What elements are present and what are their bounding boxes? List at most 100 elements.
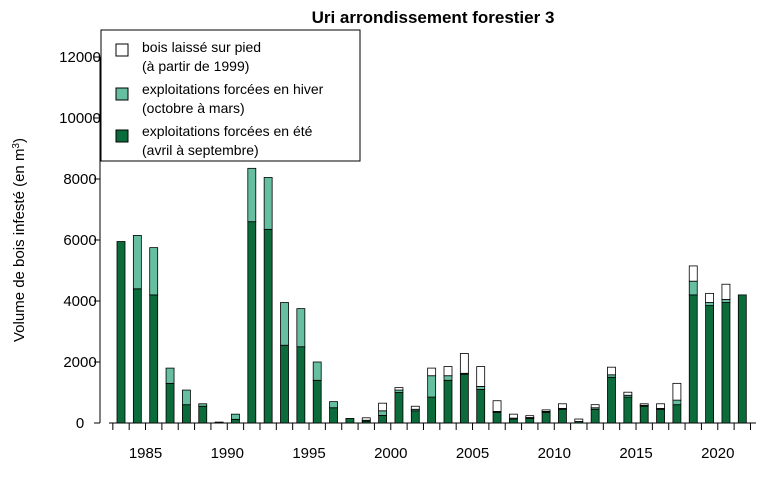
legend-swatch-hiver: [115, 87, 129, 101]
bar-ete-2017: [656, 408, 665, 424]
bar-sur_pied-2016: [639, 403, 649, 406]
legend-swatch-ete: [115, 129, 129, 143]
bar-ete-2006: [476, 389, 486, 424]
bar-sur_pied-2000: [378, 402, 388, 412]
x-tick-label: 2010: [538, 445, 571, 462]
bar-sur_pied-2021: [721, 283, 731, 300]
y-tick-label: 6000: [63, 232, 96, 249]
bar-ete-2013: [590, 408, 600, 424]
bar-ete-1998: [345, 418, 355, 424]
y-tick-label: 8000: [63, 171, 96, 188]
bar-hiver-1997: [329, 401, 338, 409]
y-axis-label-close: ): [11, 138, 28, 143]
bar-ete-2003: [427, 396, 437, 424]
bar-ete-2005: [459, 373, 469, 424]
bar-ete-2007: [492, 411, 502, 424]
bar-hiver-1991: [231, 413, 240, 420]
bar-hiver-1989: [198, 403, 208, 407]
y-tick-label: 12000: [59, 49, 101, 66]
bar-sur_pied-2005: [459, 353, 469, 374]
bar-hiver-2004: [443, 375, 453, 381]
bar-ete-2009: [525, 418, 535, 424]
legend-label-sur-pied: bois laissé sur pied: [142, 39, 261, 55]
legend-swatch-sur-pied: [115, 43, 129, 57]
bar-ete-1996: [312, 379, 322, 424]
bar-sur_pied-2014: [607, 366, 616, 376]
x-tick-label: 2015: [619, 445, 652, 462]
bar-hiver-1987: [165, 367, 175, 384]
bar-sur_pied-2004: [443, 366, 453, 377]
y-tick-label: 4000: [63, 293, 96, 310]
bar-hiver-2020: [705, 302, 714, 306]
bar-hiver-1986: [149, 247, 159, 296]
bar-ete-2001: [394, 392, 404, 424]
legend: bois laissé sur pied (à partir de 1999) …: [100, 29, 361, 162]
y-axis: 0 2000 4000 6000 8000 10000 12000: [59, 49, 101, 432]
x-tick-label: 1995: [292, 445, 325, 462]
bar-ete-2022: [737, 294, 747, 424]
legend-label-ete-2: (avril à septembre): [142, 142, 259, 158]
bar-ete-1997: [329, 407, 338, 424]
bar-ete-1990: [214, 421, 224, 424]
bar-ete-1989: [198, 405, 208, 424]
y-axis-label: Volume de bois infesté (en m3): [11, 138, 29, 342]
bar-ete-2019: [688, 294, 698, 424]
bar-sur_pied-2003: [427, 367, 437, 377]
bar-hiver-1992: [247, 167, 257, 223]
y-tick-label: 10000: [59, 110, 101, 127]
x-tick-label: 2000: [374, 445, 407, 462]
bar-hiver-2019: [688, 280, 698, 296]
bar-hiver-1995: [296, 308, 306, 348]
bar-hiver-2006: [476, 385, 486, 390]
y-ticks: 0 2000 4000 6000 8000 10000 12000: [59, 49, 101, 432]
y-axis-label-text: Volume de bois infesté (en m: [11, 149, 28, 342]
bar-ete-1992: [247, 221, 257, 424]
bar-sur_pied-1999: [361, 417, 371, 421]
x-ticks: 1985 1990 1995 2000 2005 2010 2015 2020: [112, 423, 751, 462]
bar-hiver-2018: [672, 399, 682, 406]
bar-ete-1991: [231, 418, 240, 424]
y-tick-label: 0: [76, 415, 84, 432]
bar-sur_pied-2001: [394, 387, 404, 391]
bar-ete-1987: [165, 382, 175, 424]
bar-ete-2008: [508, 418, 518, 424]
bars: [116, 167, 747, 424]
bar-sur_pied-2012: [574, 418, 584, 422]
bar-sur_pied-2018: [672, 382, 682, 401]
bar-sur_pied-2006: [476, 366, 486, 387]
bar-hiver-1994: [280, 302, 289, 346]
legend-label-hiver-2: (octobre à mars): [142, 100, 245, 116]
bar-ete-1985: [132, 288, 142, 424]
bar-ete-1988: [181, 404, 191, 424]
bar-ete-2000: [378, 414, 388, 424]
bar-sur_pied-2008: [508, 413, 518, 419]
bar-ete-2020: [705, 305, 714, 424]
bar-sur_pied-2020: [705, 292, 714, 303]
bar-ete-2011: [558, 408, 567, 424]
bar-ete-1993: [263, 228, 273, 424]
x-axis: 1985 1990 1995 2000 2005 2010 2015 2020: [109, 422, 756, 462]
bar-ete-2002: [410, 410, 420, 424]
bar-hiver-1993: [263, 177, 273, 230]
bar-ete-1986: [149, 294, 159, 424]
bar-sur_pied-2015: [623, 391, 633, 396]
x-tick-label: 2020: [701, 445, 734, 462]
x-tick-label: 2005: [456, 445, 489, 462]
chart-title: Uri arrondissement forestier 3: [312, 8, 555, 27]
bar-sur_pied-2009: [525, 415, 535, 418]
y-axis-label-superscript: 3: [11, 143, 22, 149]
legend-label-sur-pied-2: (à partir de 1999): [142, 58, 249, 74]
bar-hiver-2021: [721, 299, 731, 303]
bar-hiver-2003: [427, 375, 437, 398]
bar-sur_pied-2013: [590, 404, 600, 409]
bar-sur_pied-2019: [688, 265, 698, 282]
bar-ete-2010: [541, 411, 551, 424]
legend-label-hiver: exploitations forcées en hiver: [142, 81, 324, 97]
bar-ete-1984: [116, 241, 126, 424]
bar-ete-2014: [607, 376, 616, 424]
bar-sur_pied-2010: [541, 409, 551, 412]
bar-sur_pied-2007: [492, 400, 502, 412]
legend-box: [100, 29, 361, 162]
bar-sur_pied-2002: [410, 405, 420, 410]
